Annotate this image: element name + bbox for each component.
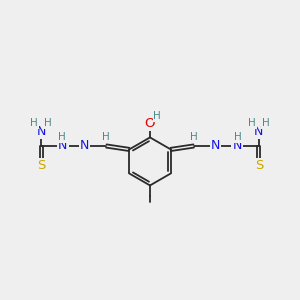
Text: H: H [58, 132, 66, 142]
Text: H: H [262, 118, 269, 128]
Text: S: S [255, 159, 263, 172]
Text: N: N [232, 140, 242, 152]
Text: H: H [31, 118, 38, 128]
Text: N: N [211, 140, 220, 152]
Text: H: H [102, 132, 110, 142]
Text: N: N [58, 140, 68, 152]
Text: N: N [254, 124, 263, 138]
Text: H: H [153, 111, 161, 121]
Text: H: H [190, 132, 198, 142]
Text: S: S [37, 159, 45, 172]
Text: O: O [145, 116, 155, 130]
Text: H: H [234, 132, 242, 142]
Text: H: H [248, 118, 256, 128]
Text: H: H [44, 118, 52, 128]
Text: N: N [80, 140, 89, 152]
Text: N: N [37, 124, 46, 138]
